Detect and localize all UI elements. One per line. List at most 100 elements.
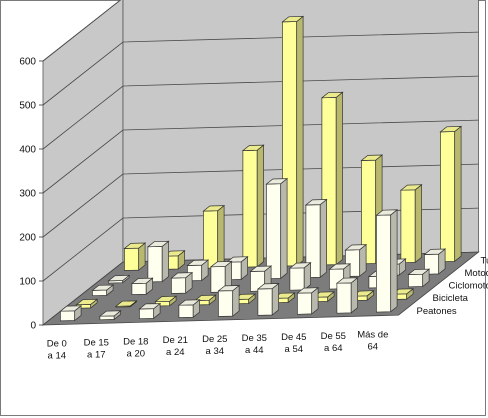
gridline [42,0,122,62]
bar-peatones-6 [296,286,320,315]
category-label: De 35 a 44 [242,333,267,356]
y-tick-label: 500 [19,101,36,112]
bar-front [139,308,155,320]
bar-motocicleta-0 [107,274,131,284]
bar-front [242,149,258,268]
series-label: Ciclomotor [449,281,488,292]
bar-turismo-2 [202,204,226,269]
bar-top [344,244,368,251]
bar-top [114,300,138,307]
bar-side [256,144,264,268]
gridline [42,119,479,194]
bar-top [202,205,226,212]
bar-top [217,285,241,292]
y-tick-label: 600 [19,57,36,68]
bar-side [350,277,358,314]
bar-top [170,272,194,279]
category-label: De 15 a 17 [84,337,109,360]
bar-top [423,248,447,255]
bar-side [319,198,327,278]
bar-top [123,242,147,249]
bar-front [289,267,305,291]
bar-top [375,209,399,216]
bar-top [265,178,289,185]
bar-top [75,298,99,306]
bar-front [336,282,352,314]
y-tick-label: 0 [30,321,36,332]
bar-front [124,247,140,271]
y-tick-label: 400 [19,145,36,156]
y-tick-label: 300 [19,189,36,200]
bar-turismo-8 [439,125,463,263]
bar-peatones-1 [98,310,122,321]
category-label: De 18 a 20 [123,336,148,359]
bar-peatones-8 [375,209,399,313]
category-label: De 55 a 64 [321,331,346,354]
bar-top [154,295,178,303]
bar-top [177,299,201,306]
bar-side [217,204,225,269]
bar-top [241,144,265,151]
bar-ciclomotor-2 [170,271,194,294]
bar-front [297,292,313,315]
bar-top [249,265,273,272]
series-label: Peatones [417,306,457,317]
gridline [42,31,479,106]
bar-top [130,277,154,284]
bar-front [131,282,147,295]
bar-top [91,284,115,291]
bar-top [107,275,131,282]
bar-peatones-0 [59,305,83,322]
category-label: De 45 a 54 [281,332,306,355]
category-label: De 21 a 24 [163,335,188,358]
bar-top [209,261,233,268]
bar-front [60,310,76,322]
bar-top [320,91,344,99]
bar-top [256,283,280,290]
bar-side [414,183,422,264]
bar-top [304,199,328,206]
bar-front [178,304,194,318]
bar-top [193,294,217,301]
bar-front [147,246,163,283]
bar-motocicleta-5 [304,198,328,278]
bar-top [296,287,320,294]
bar-front [218,290,234,317]
bar-front [171,277,187,294]
y-tick-label: 200 [19,233,36,244]
bar-top [360,154,384,161]
bar-front [203,210,219,269]
gridline [42,207,479,282]
bar-side [390,209,398,313]
bar-ciclomotor-1 [130,277,154,295]
bar-ciclomotor-3 [209,260,233,293]
bar-top [59,305,83,312]
bar-side [280,177,288,280]
bar-top [146,240,170,248]
bar-front [400,189,416,264]
bar-front [266,183,282,280]
bar-peatones-7 [335,277,359,314]
bar-turismo-7 [399,183,423,264]
category-label: Más de 64 [357,330,388,353]
y-tick-label: 100 [19,277,36,288]
bar-top [225,256,249,263]
bar-ciclomotor-5 [288,261,312,291]
series-label: Bicicleta [433,293,469,304]
gridline [42,75,479,150]
bar-side [296,15,304,267]
bar-top [328,263,352,270]
bar-top [98,310,122,317]
bar-top [399,184,423,191]
bar-side [335,91,343,266]
bar-front [257,288,273,316]
bar-top [407,268,431,275]
bar-peatones-2 [138,302,162,320]
bar-motocicleta-4 [265,177,289,280]
bar-top [281,16,305,23]
category-label: De 25 a 34 [202,334,227,357]
bar-peatones-3 [177,299,201,318]
bar-front [408,273,424,288]
